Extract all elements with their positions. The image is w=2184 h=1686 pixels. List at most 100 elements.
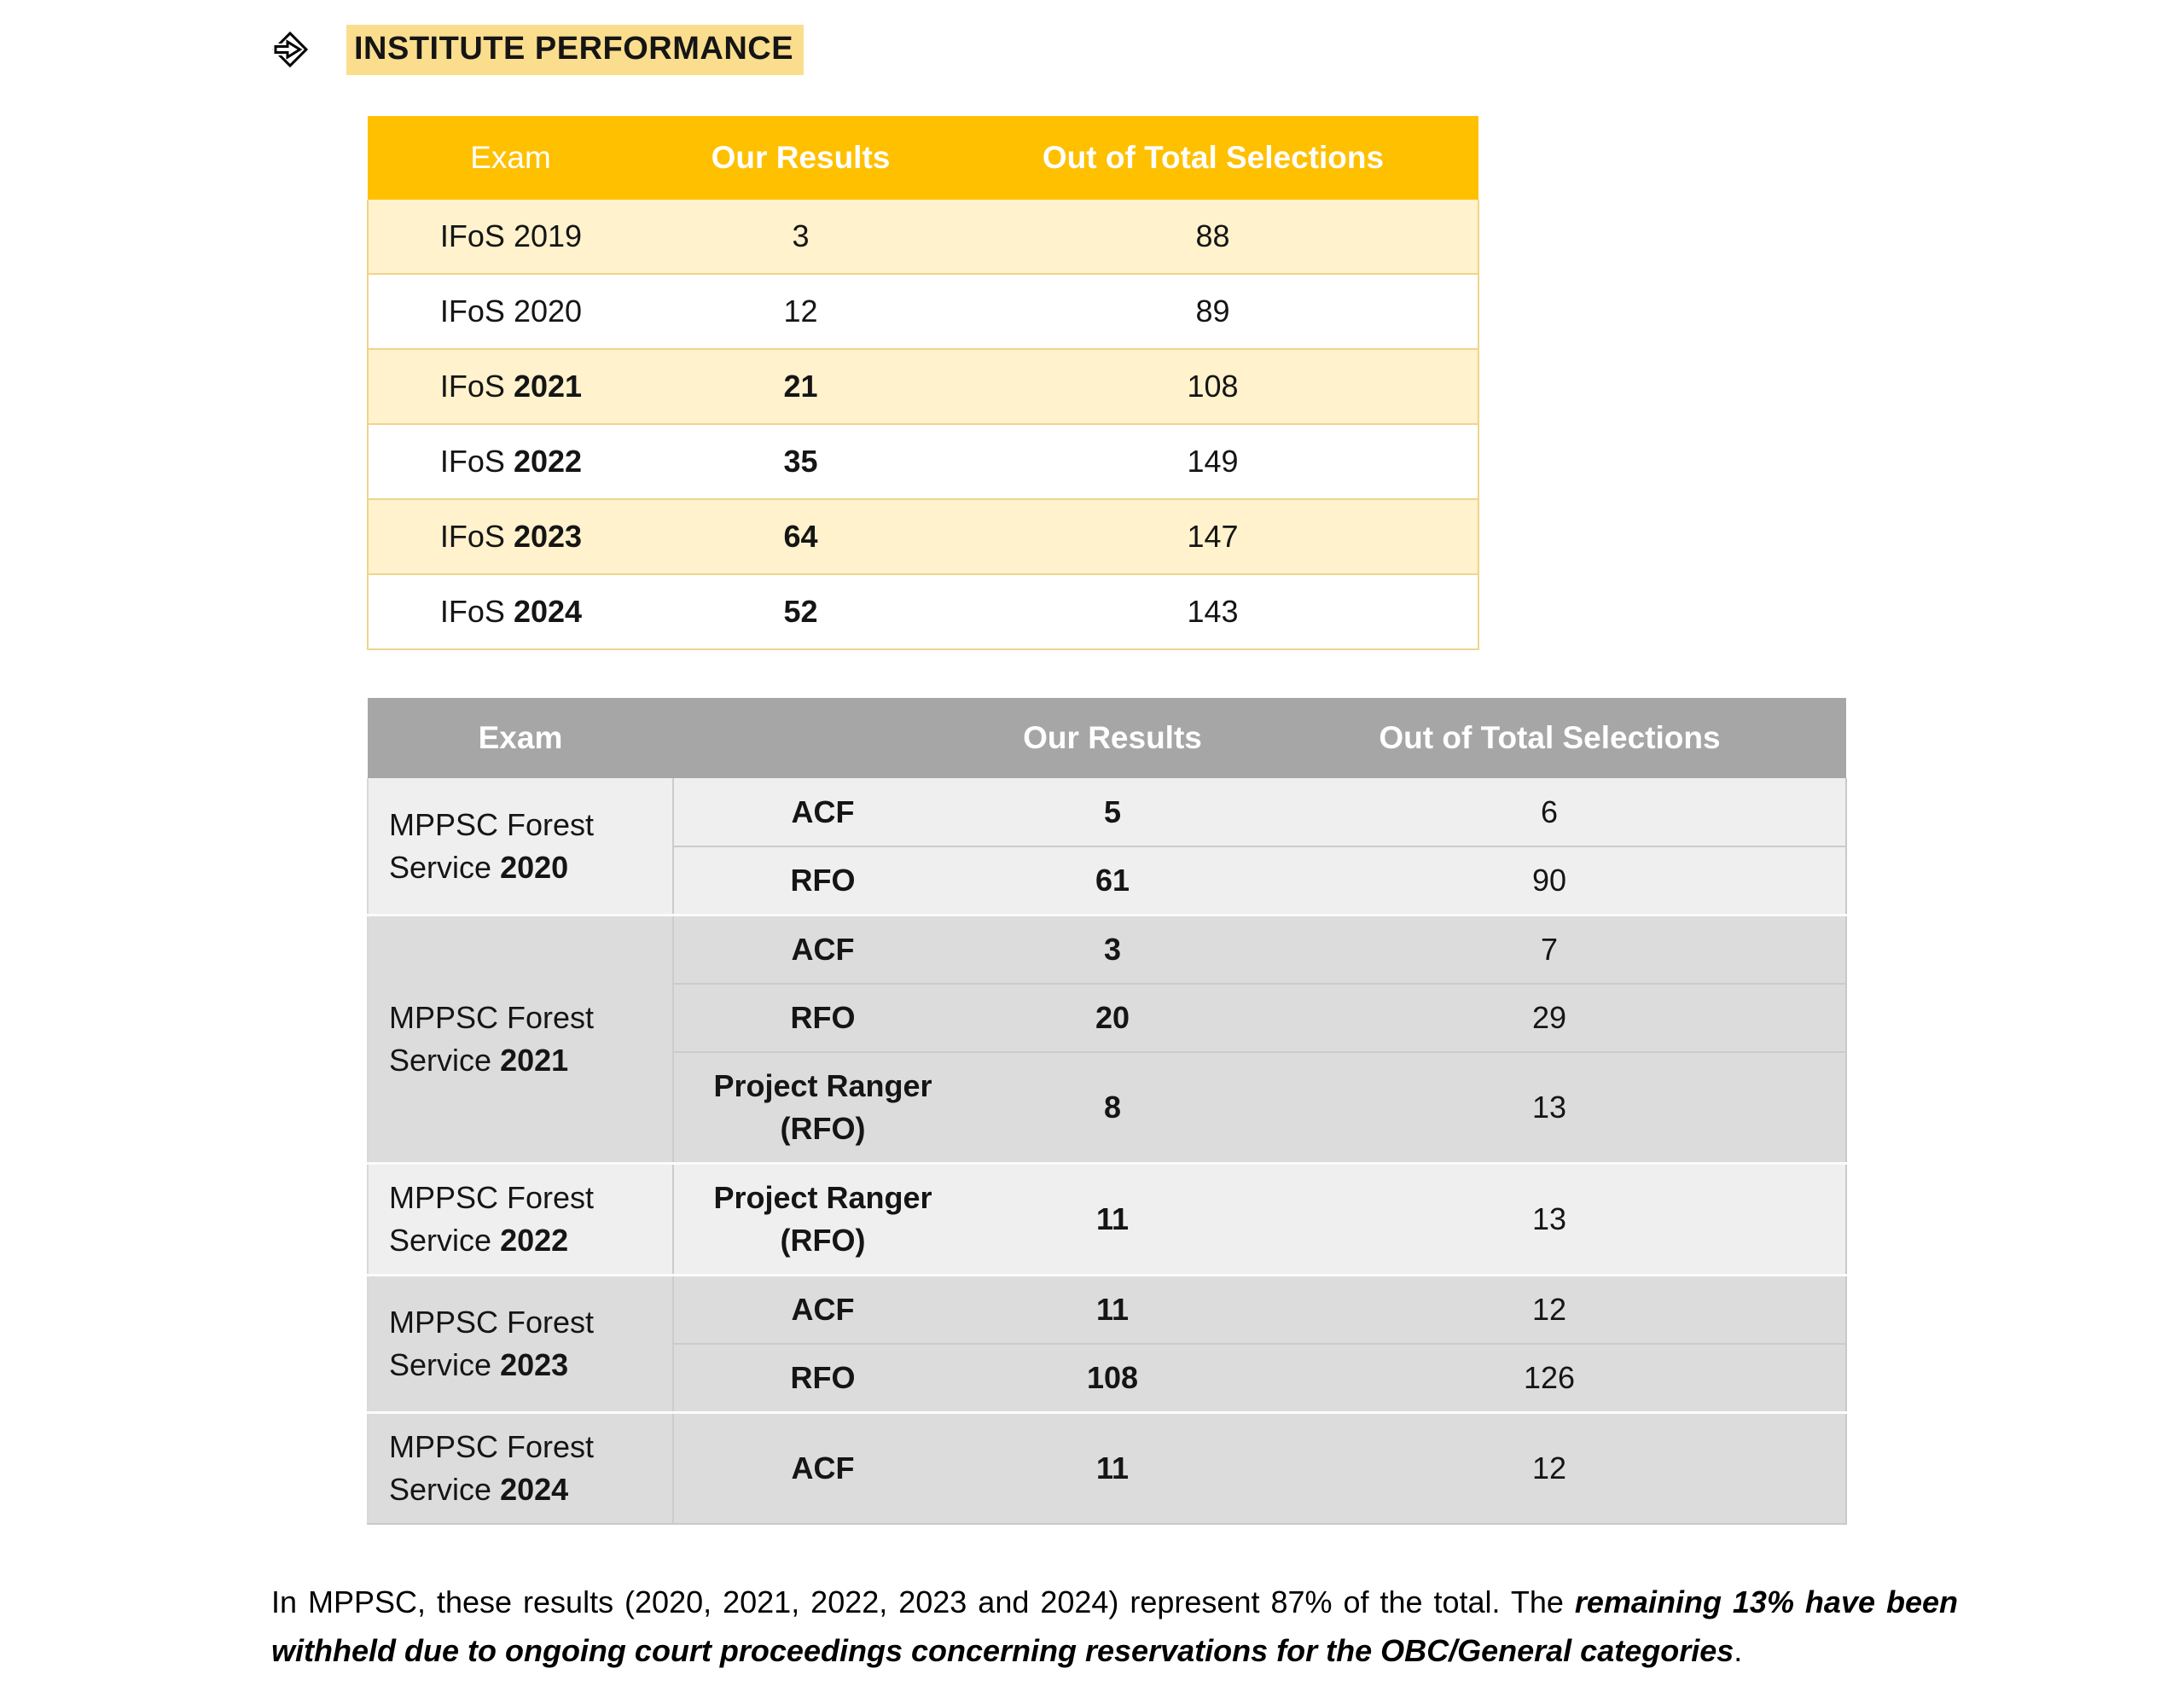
table-row: IFoS 2023 64 147 bbox=[367, 498, 1479, 574]
our-results-cell: 11 bbox=[972, 1274, 1253, 1344]
total-selections-cell: 12 bbox=[1253, 1411, 1847, 1525]
exam-name: IFoS bbox=[439, 218, 505, 253]
footnote-text-end: . bbox=[1734, 1633, 1743, 1668]
our-results-cell: 108 bbox=[972, 1343, 1253, 1413]
exam-column-header: Exam bbox=[368, 698, 673, 778]
table-row: IFoS 2019 3 88 bbox=[367, 200, 1479, 274]
exam-name: IFoS bbox=[439, 444, 505, 479]
mppsc-table-body: MPPSC Forest Service 2020 ACF 5 6 RFO 61 90 MPP… bbox=[367, 778, 1847, 1525]
exam-cell: IFoS 2023 bbox=[367, 498, 653, 574]
total-selections-cell: 7 bbox=[1253, 914, 1847, 984]
table-row: Project Ranger (RFO) 8 13 bbox=[368, 1051, 1847, 1164]
total-selections-column-header: Out of Total Selections bbox=[948, 116, 1478, 200]
total-selections-column-header: Out of Total Selections bbox=[1253, 698, 1846, 778]
ifos-table-body: IFoS 2019 3 88 IFoS 2020 12 89 IFoS 2021 21 108 I… bbox=[367, 200, 1479, 650]
exam-year: 2023 bbox=[513, 519, 583, 554]
our-results-cell: 3 bbox=[653, 200, 948, 274]
total-selections-cell: 6 bbox=[1253, 778, 1847, 846]
exam-group-year: 2021 bbox=[500, 1043, 569, 1078]
exam-name: IFoS bbox=[439, 594, 505, 629]
table-row: MPPSC Forest Service 2023 ACF 11 12 bbox=[367, 1274, 1847, 1413]
our-results-cell: 64 bbox=[653, 498, 948, 574]
sub-exam-cell: ACF bbox=[673, 778, 972, 846]
sub-exam-cell: ACF bbox=[673, 914, 972, 984]
our-results-cell: 52 bbox=[653, 573, 948, 650]
our-results-cell: 61 bbox=[972, 846, 1253, 916]
footnote-emphasis-text: remaining 13% have been withheld due to … bbox=[271, 1584, 1958, 1668]
footnote-text: In MPPSC, these results (2020, 2021, 202… bbox=[271, 1584, 1575, 1619]
exam-name: IFoS bbox=[439, 519, 505, 554]
sub-exam-cell: ACF bbox=[673, 1274, 972, 1344]
exam-year: 2021 bbox=[513, 369, 583, 404]
sub-exam-cell: RFO bbox=[672, 1343, 972, 1413]
total-selections-cell: 126 bbox=[1253, 1343, 1847, 1413]
table-row: IFoS 2020 12 89 bbox=[367, 273, 1479, 349]
total-selections-cell: 108 bbox=[948, 348, 1479, 424]
our-results-cell: 35 bbox=[653, 423, 948, 499]
exam-cell: IFoS 2020 bbox=[367, 273, 653, 349]
total-selections-cell: 12 bbox=[1253, 1274, 1847, 1344]
table-row: IFoS 2024 52 143 bbox=[367, 573, 1479, 650]
ifos-results-table: Exam Our Results Out of Total Selections… bbox=[367, 116, 1479, 650]
table-row: IFoS 2022 35 149 bbox=[367, 423, 1479, 499]
exam-group-cell: MPPSC Forest Service 2024 bbox=[367, 1411, 674, 1525]
our-results-cell: 5 bbox=[972, 778, 1253, 846]
sub-exam-cell: Project Ranger (RFO) bbox=[672, 1051, 972, 1164]
table-row: RFO 61 90 bbox=[368, 846, 1847, 916]
table-row: RFO 20 29 bbox=[368, 983, 1847, 1052]
exam-group-name: MPPSC Forest Service bbox=[389, 806, 595, 885]
table-row: IFoS 2021 21 108 bbox=[367, 348, 1479, 424]
exam-group-year: 2023 bbox=[500, 1347, 569, 1382]
total-selections-cell: 90 bbox=[1253, 846, 1847, 916]
exam-year: 2022 bbox=[513, 444, 583, 479]
total-selections-cell: 13 bbox=[1253, 1051, 1847, 1164]
exam-group-year: 2024 bbox=[500, 1472, 569, 1507]
exam-group-cell: MPPSC Forest Service 2023 bbox=[367, 1274, 674, 1413]
exam-name: IFoS bbox=[439, 369, 505, 404]
empty-column-header bbox=[673, 698, 972, 778]
sub-exam-cell: ACF bbox=[673, 1411, 972, 1525]
footnote: In MPPSC, these results (2020, 2021, 202… bbox=[271, 1578, 1958, 1675]
table-row: MPPSC Forest Service 2024 ACF 11 12 bbox=[367, 1411, 1847, 1525]
exam-group-name: MPPSC Forest Service bbox=[389, 1000, 595, 1078]
table-row: MPPSC Forest Service 2020 ACF 5 6 bbox=[367, 778, 1847, 916]
our-results-column-header: Our Results bbox=[972, 698, 1253, 778]
exam-cell: IFoS 2022 bbox=[367, 423, 653, 499]
page-title: INSTITUTE PERFORMANCE bbox=[346, 24, 804, 75]
our-results-cell: 8 bbox=[972, 1051, 1253, 1164]
exam-column-header: Exam bbox=[368, 116, 653, 200]
exam-group-name: MPPSC Forest Service bbox=[389, 1180, 595, 1258]
our-results-column-header: Our Results bbox=[653, 116, 948, 200]
table-row: MPPSC Forest Service 2021 ACF 3 7 bbox=[367, 914, 1847, 1164]
diamond-arrow-icon bbox=[271, 31, 309, 68]
total-selections-cell: 89 bbox=[948, 273, 1479, 349]
total-selections-cell: 29 bbox=[1253, 983, 1847, 1052]
our-results-cell: 11 bbox=[972, 1411, 1253, 1525]
exam-name: IFoS bbox=[439, 294, 505, 328]
exam-year: 2019 bbox=[513, 218, 583, 253]
total-selections-cell: 88 bbox=[948, 200, 1479, 274]
table-header-row: Exam Our Results Out of Total Selections bbox=[368, 116, 1478, 200]
sub-exam-cell: RFO bbox=[672, 846, 972, 916]
total-selections-cell: 147 bbox=[948, 498, 1479, 574]
our-results-cell: 11 bbox=[972, 1162, 1253, 1276]
total-selections-cell: 143 bbox=[948, 573, 1479, 650]
total-selections-cell: 13 bbox=[1253, 1162, 1847, 1276]
our-results-cell: 12 bbox=[653, 273, 948, 349]
exam-year: 2024 bbox=[513, 594, 583, 629]
exam-group-cell: MPPSC Forest Service 2021 bbox=[367, 914, 674, 1164]
exam-cell: IFoS 2021 bbox=[367, 348, 653, 424]
section-heading: INSTITUTE PERFORMANCE bbox=[271, 24, 2184, 75]
exam-cell: IFoS 2019 bbox=[367, 200, 653, 274]
exam-group-name: MPPSC Forest Service bbox=[389, 1305, 595, 1382]
our-results-cell: 3 bbox=[972, 914, 1253, 984]
exam-group-cell: MPPSC Forest Service 2022 bbox=[367, 1162, 674, 1276]
exam-group-cell: MPPSC Forest Service 2020 bbox=[367, 778, 674, 916]
our-results-cell: 20 bbox=[972, 983, 1253, 1052]
exam-group-name: MPPSC Forest Service bbox=[389, 1429, 595, 1507]
table-header-row: Exam Our Results Out of Total Selections bbox=[368, 698, 1846, 778]
exam-year: 2020 bbox=[513, 294, 583, 328]
mppsc-results-table: Exam Our Results Out of Total Selections… bbox=[367, 698, 1847, 1525]
table-row: MPPSC Forest Service 2022 Project Ranger … bbox=[367, 1162, 1847, 1276]
